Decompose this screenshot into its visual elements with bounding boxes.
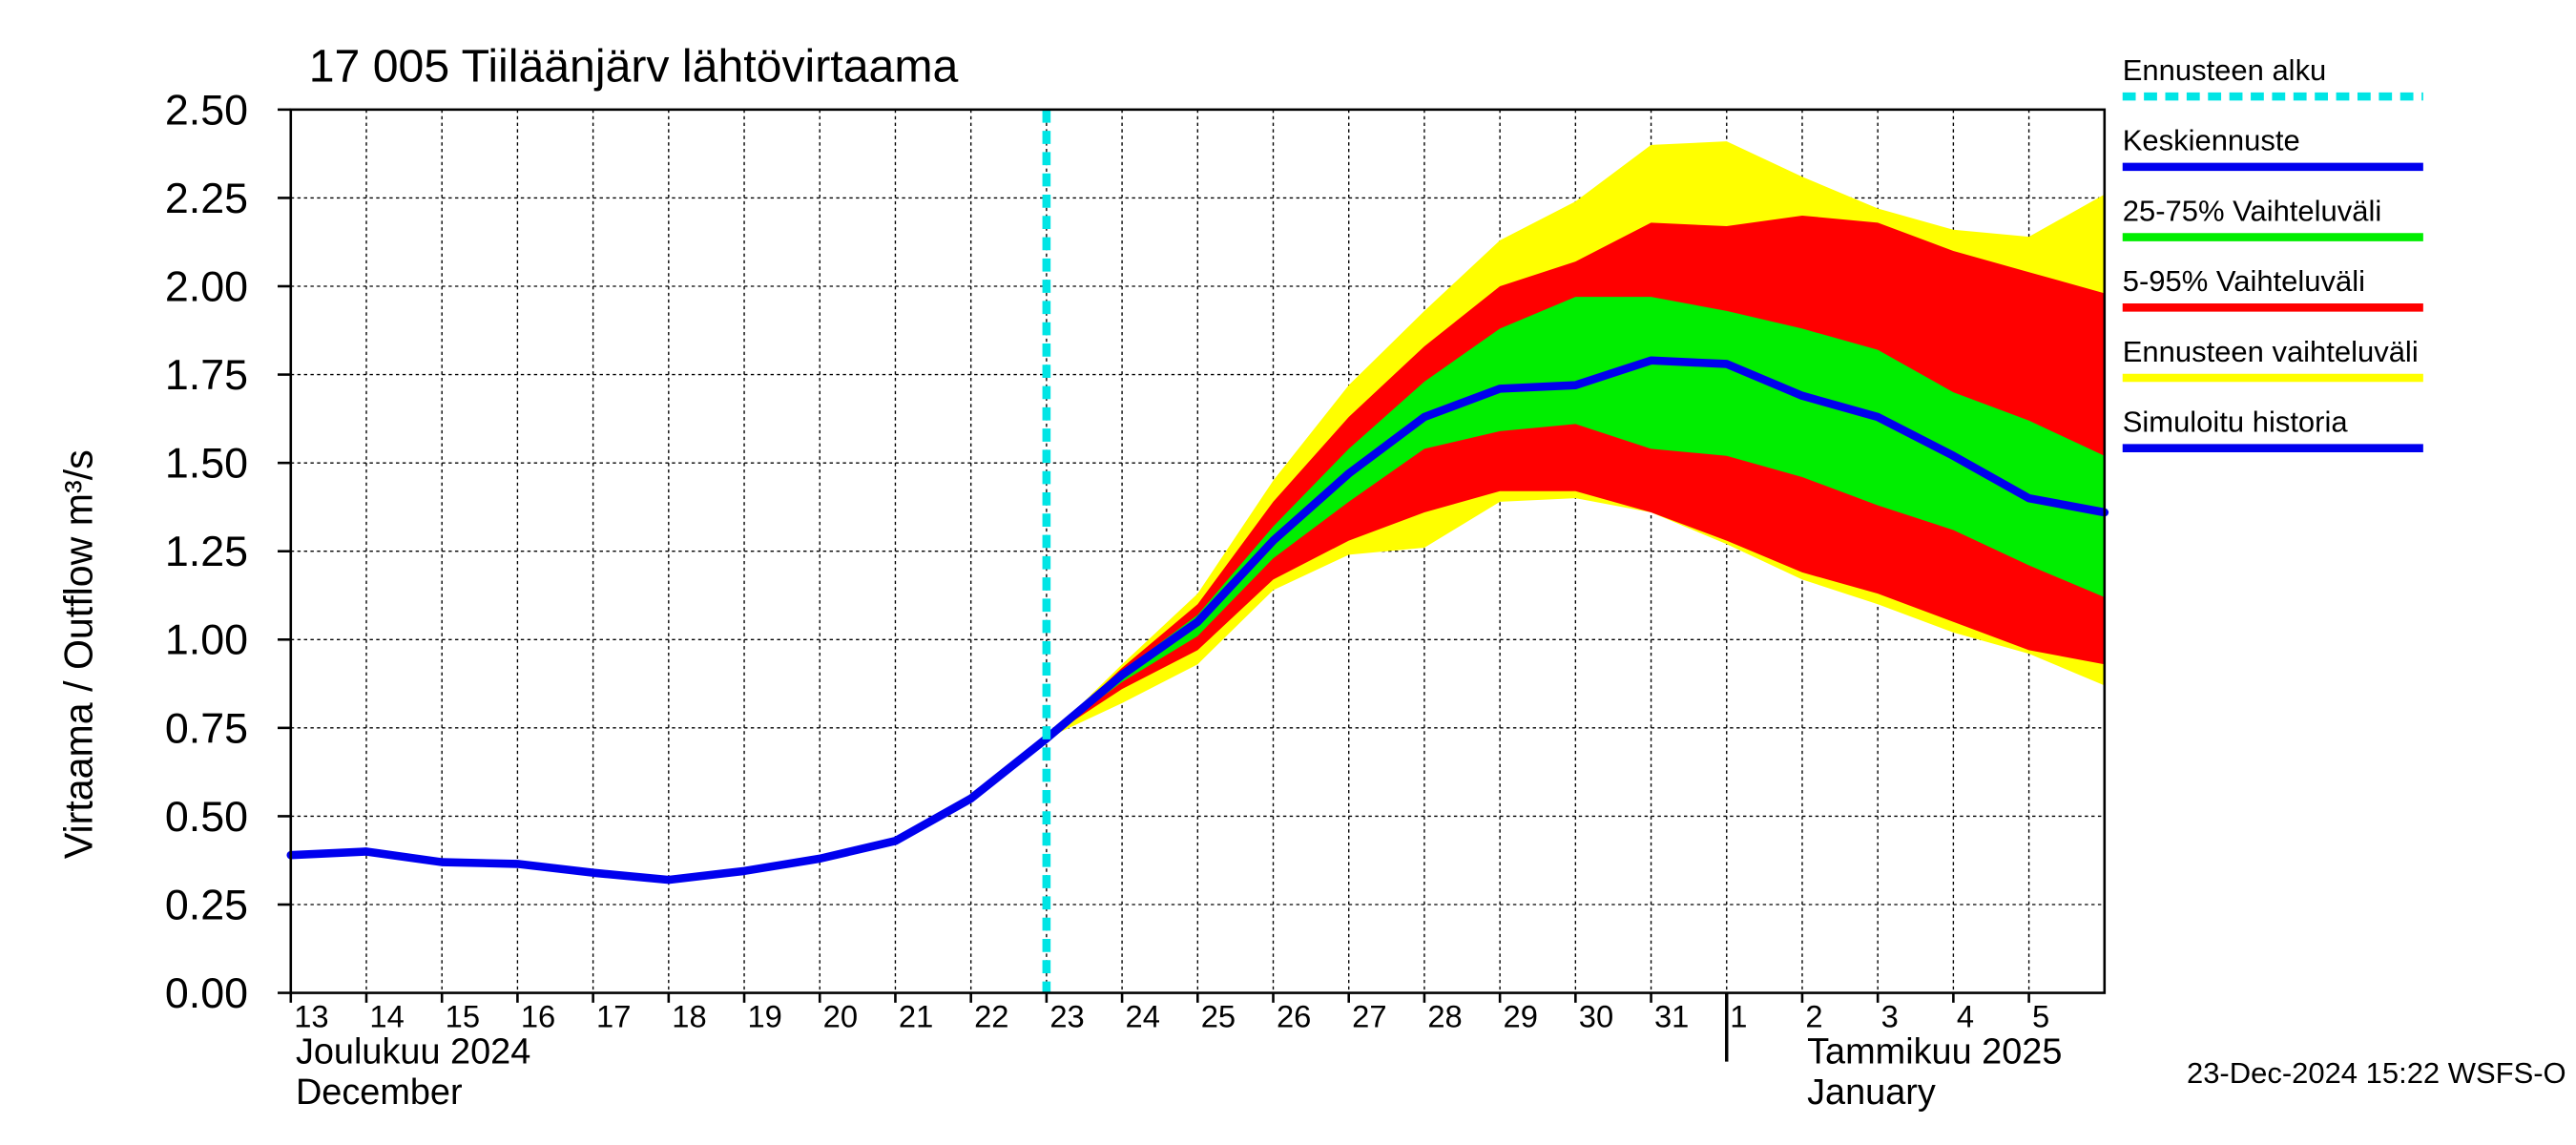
series-line xyxy=(1042,356,2109,743)
y-tick-label: 1.50 xyxy=(165,441,248,488)
x-tick-label: 2 xyxy=(1805,999,1822,1034)
x-tick-label: 4 xyxy=(1957,999,1974,1034)
x-tick-label: 14 xyxy=(369,999,404,1034)
x-tick-label: 28 xyxy=(1427,999,1462,1034)
footer: 23-Dec-2024 15:22 WSFS-O xyxy=(2187,1056,2566,1090)
y-tick-label: 1.25 xyxy=(165,529,248,575)
x-tick-label: 16 xyxy=(521,999,555,1034)
x-tick-label: 27 xyxy=(1352,999,1386,1034)
y-tick-label: 0.50 xyxy=(165,794,248,841)
x-tick-label: 21 xyxy=(899,999,933,1034)
y-tick-label: 2.00 xyxy=(165,264,248,311)
legend-label: Simuloitu historia xyxy=(2123,406,2349,439)
x-tick-label: 24 xyxy=(1126,999,1160,1034)
series-line xyxy=(286,734,1051,885)
y-tick-label: 2.50 xyxy=(165,87,248,134)
x-tick-label: 18 xyxy=(672,999,706,1034)
x-tick-label: 19 xyxy=(747,999,781,1034)
x-tick-label: 22 xyxy=(974,999,1008,1034)
x-tick-label: 20 xyxy=(823,999,858,1034)
x-tick-label: 15 xyxy=(446,999,480,1034)
legend-label: Ennusteen alku xyxy=(2123,53,2327,87)
x-tick-label: 26 xyxy=(1277,999,1311,1034)
x-tick-label: 29 xyxy=(1504,999,1538,1034)
x-tick-label: 1 xyxy=(1730,999,1747,1034)
x-tick-label: 31 xyxy=(1654,999,1689,1034)
x-tick-label: 30 xyxy=(1579,999,1613,1034)
x-tick-label: 25 xyxy=(1201,999,1236,1034)
month-label: Joulukuu 2024 xyxy=(296,1031,530,1072)
x-tick-label: 3 xyxy=(1881,999,1899,1034)
chart-title: 17 005 Tiiläänjärv lähtövirtaama xyxy=(309,41,959,93)
month-label: December xyxy=(296,1072,463,1113)
x-tick-label: 23 xyxy=(1049,999,1084,1034)
legend-label: 5-95% Vaihteluväli xyxy=(2123,264,2365,298)
y-tick-label: 1.00 xyxy=(165,617,248,664)
legend-label: Keskiennuste xyxy=(2123,124,2300,157)
legend-label: Ennusteen vaihteluväli xyxy=(2123,335,2419,368)
plot-frame xyxy=(289,108,2107,994)
x-tick-label: 5 xyxy=(2032,999,2049,1034)
y-tick-label: 1.75 xyxy=(165,352,248,399)
x-tick-label: 13 xyxy=(294,999,328,1034)
month-label: Tammikuu 2025 xyxy=(1807,1031,2062,1072)
y-tick-label: 0.75 xyxy=(165,705,248,752)
y-tick-label: 0.25 xyxy=(165,883,248,929)
y-tick-label: 2.25 xyxy=(165,176,248,222)
x-tick-label: 17 xyxy=(596,999,631,1034)
month-label: January xyxy=(1807,1072,1936,1113)
y-tick-label: 0.00 xyxy=(165,970,248,1017)
legend-label: 25-75% Vaihteluväli xyxy=(2123,194,2381,227)
y-axis-label: Virtaama / Outflow m³/s xyxy=(56,449,100,859)
